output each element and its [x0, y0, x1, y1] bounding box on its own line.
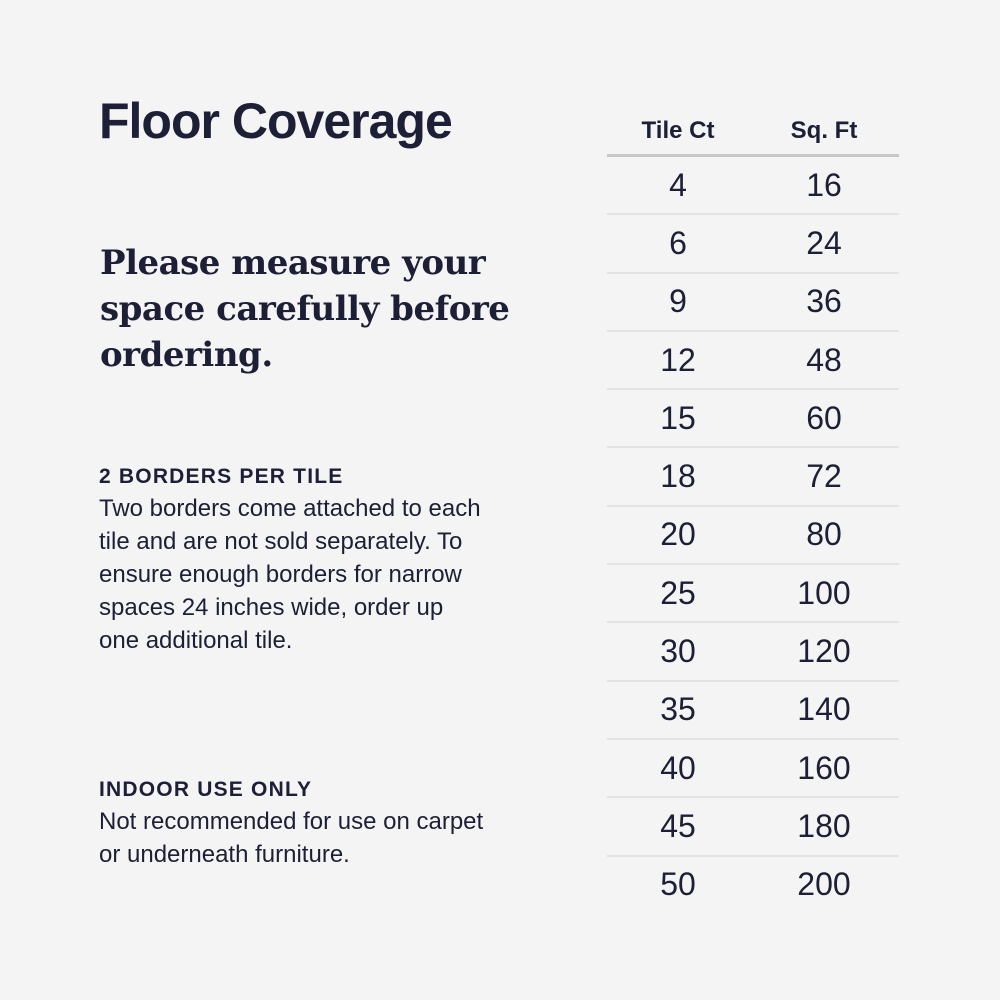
section-indoor: INDOOR USE ONLY Not recommended for use … [99, 775, 489, 871]
tile-count-cell: 45 [660, 807, 696, 844]
header-sq-ft: Sq. Ft [790, 117, 858, 144]
table-row: 35 140 [607, 682, 899, 740]
sq-ft-cell: 24 [806, 224, 842, 261]
table-row: 45 180 [607, 798, 899, 857]
table-row: 9 36 [607, 274, 899, 332]
tile-count-cell: 40 [660, 749, 696, 786]
section-borders: 2 BORDERS PER TILE Two borders come atta… [99, 462, 489, 657]
table-row: 40 160 [607, 740, 899, 799]
sq-ft-cell: 140 [797, 691, 851, 728]
sq-ft-cell: 80 [806, 516, 842, 553]
table-row: 20 80 [607, 507, 899, 566]
tile-count-cell: 18 [660, 458, 696, 495]
coverage-table: Tile Ct Sq. Ft 4 16 6 24 9 36 12 48 15 60 18 72 20 80… [607, 108, 899, 913]
table-header: Tile Ct Sq. Ft [607, 108, 899, 157]
sq-ft-cell: 180 [797, 807, 851, 844]
sq-ft-cell: 16 [806, 166, 842, 203]
tile-count-cell: 9 [669, 283, 687, 320]
table-row: 12 48 [607, 332, 899, 391]
table-row: 18 72 [607, 448, 899, 507]
tile-count-cell: 4 [669, 166, 687, 203]
sq-ft-cell: 200 [797, 866, 851, 903]
sq-ft-cell: 160 [797, 749, 851, 786]
tile-count-cell: 12 [660, 341, 696, 378]
sq-ft-cell: 48 [806, 341, 842, 378]
table-row: 30 120 [607, 623, 899, 682]
table-row: 50 200 [607, 857, 899, 913]
page-title: Floor Coverage [99, 93, 453, 149]
table-row: 4 16 [607, 157, 899, 216]
subtitle: Please measure your space carefully befo… [100, 243, 510, 375]
tile-count-cell: 50 [660, 866, 696, 903]
header-tile-count: Tile Ct [641, 117, 715, 144]
tile-count-cell: 6 [669, 224, 687, 261]
section-heading: 2 BORDERS PER TILE [99, 465, 344, 488]
sq-ft-cell: 100 [797, 574, 851, 611]
sq-ft-cell: 120 [797, 633, 851, 670]
tile-count-cell: 35 [660, 691, 696, 728]
sq-ft-cell: 60 [806, 399, 842, 436]
sq-ft-cell: 36 [806, 283, 842, 320]
sq-ft-cell: 72 [806, 458, 842, 495]
section-body: Not recommended for use on carpet or und… [99, 808, 484, 868]
section-body: Two borders come attached to each tile a… [99, 495, 481, 654]
section-heading: INDOOR USE ONLY [99, 778, 313, 801]
tile-count-cell: 15 [660, 399, 696, 436]
table-row: 15 60 [607, 390, 899, 449]
table-row: 6 24 [607, 215, 899, 274]
tile-count-cell: 20 [660, 516, 696, 553]
tile-count-cell: 25 [660, 574, 696, 611]
tile-count-cell: 30 [660, 633, 696, 670]
table-row: 25 100 [607, 565, 899, 624]
